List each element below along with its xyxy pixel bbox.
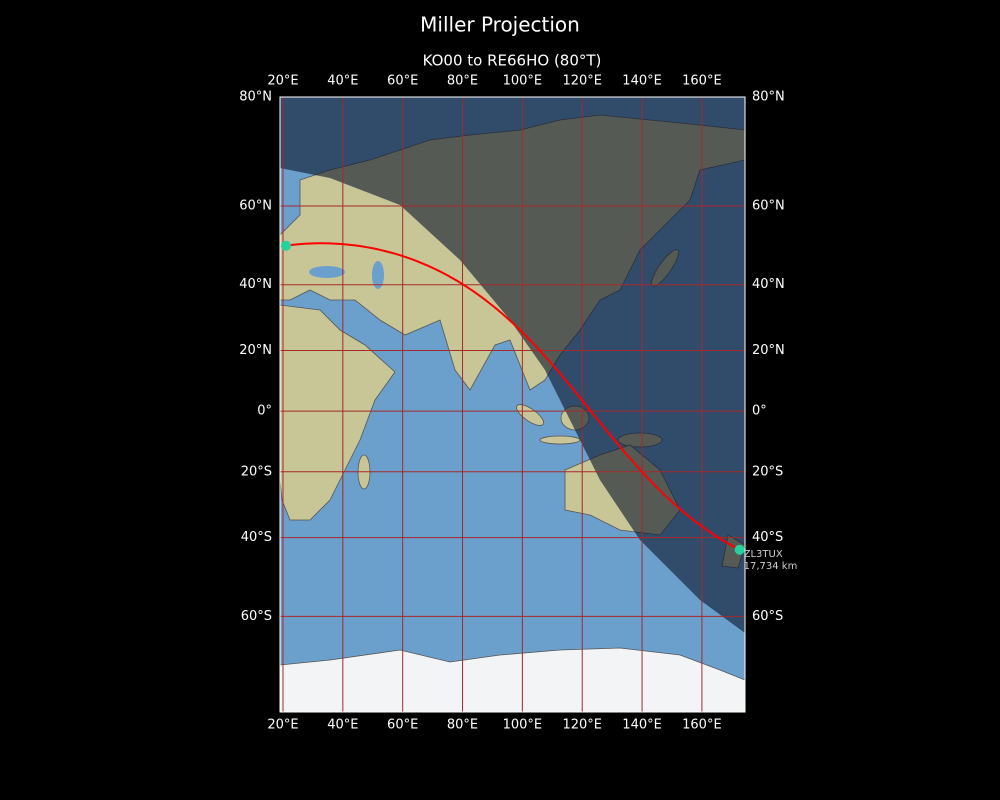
y-tick-label-left: 80°N bbox=[239, 90, 272, 105]
distance-label: 17,734 km bbox=[744, 561, 798, 572]
caspian-sea bbox=[372, 261, 384, 289]
antarctica bbox=[280, 647, 745, 712]
x-tick-label-bottom: 100°E bbox=[503, 718, 543, 733]
start-marker bbox=[280, 240, 291, 251]
y-tick-label-right: 0° bbox=[752, 404, 767, 419]
x-tick-label-top: 160°E bbox=[682, 74, 722, 89]
y-tick-label-right: 80°N bbox=[752, 90, 785, 105]
x-tick-label-bottom: 20°E bbox=[267, 718, 298, 733]
x-tick-label-top: 60°E bbox=[387, 74, 418, 89]
night-shade bbox=[280, 97, 745, 633]
black-sea bbox=[309, 266, 345, 278]
x-tick-label-top: 100°E bbox=[503, 74, 543, 89]
x-tick-label-top: 40°E bbox=[327, 74, 358, 89]
y-tick-label-right: 20°N bbox=[752, 343, 785, 358]
sumatra bbox=[516, 404, 544, 426]
x-tick-label-bottom: 140°E bbox=[622, 718, 662, 733]
station-label: ZL3TUX bbox=[744, 549, 783, 560]
axis-labels: 20°E 20°E 40°E 40°E 60°E 60°E 80°E 80°E 100°E 100… bbox=[239, 74, 797, 733]
route bbox=[280, 240, 745, 555]
y-tick-label-right: 20°S bbox=[752, 464, 783, 479]
x-tick-label-bottom: 160°E bbox=[682, 718, 722, 733]
y-tick-label-left: 60°S bbox=[241, 609, 272, 624]
graticule bbox=[280, 97, 745, 712]
x-tick-label-bottom: 60°E bbox=[387, 718, 418, 733]
y-tick-label-left: 20°N bbox=[239, 343, 272, 358]
y-tick-label-right: 40°N bbox=[752, 277, 785, 292]
y-tick-label-left: 60°N bbox=[239, 198, 272, 213]
great-circle-path bbox=[285, 242, 741, 551]
y-tick-label-right: 60°N bbox=[752, 198, 785, 213]
x-tick-label-top: 140°E bbox=[622, 74, 662, 89]
x-tick-label-top: 120°E bbox=[562, 74, 602, 89]
figure-title: Miller Projection bbox=[420, 13, 580, 37]
map-subtitle: KO00 to RE66HO (80°T) bbox=[423, 52, 602, 70]
end-marker bbox=[734, 544, 745, 555]
x-tick-label-bottom: 120°E bbox=[562, 718, 602, 733]
x-tick-label-top: 80°E bbox=[447, 74, 478, 89]
y-tick-label-left: 0° bbox=[257, 404, 272, 419]
map-area bbox=[280, 97, 745, 712]
map-frame bbox=[279, 96, 746, 713]
y-tick-label-right: 60°S bbox=[752, 609, 783, 624]
x-tick-label-bottom: 40°E bbox=[327, 718, 358, 733]
y-tick-label-left: 20°S bbox=[241, 464, 272, 479]
y-tick-label-right: 40°S bbox=[752, 530, 783, 545]
y-tick-label-left: 40°S bbox=[241, 530, 272, 545]
y-tick-label-left: 40°N bbox=[239, 277, 272, 292]
x-tick-label-bottom: 80°E bbox=[447, 718, 478, 733]
java bbox=[539, 435, 581, 445]
x-tick-label-top: 20°E bbox=[267, 74, 298, 89]
